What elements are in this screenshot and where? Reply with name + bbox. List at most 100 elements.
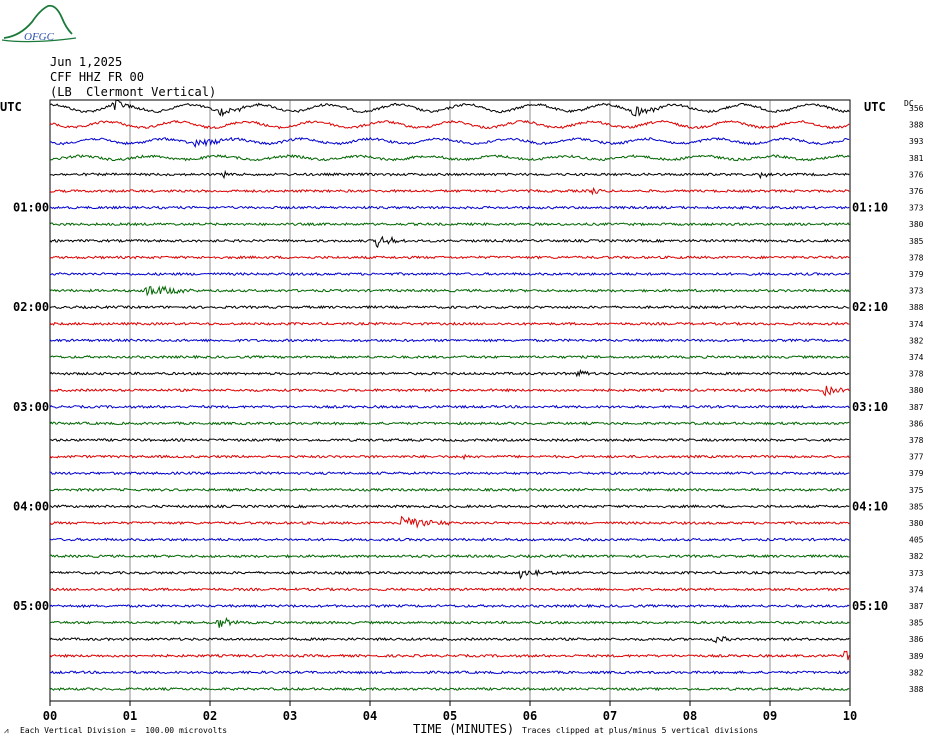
left-hour-label: 02:00 <box>13 300 49 314</box>
trace-line <box>49 354 850 360</box>
right-hour-label: 02:10 <box>852 300 888 314</box>
dc-value-label: 356 <box>909 104 924 113</box>
dc-value-label: 374 <box>909 353 924 362</box>
trace-line <box>49 421 850 426</box>
x-tick-label: 00 <box>43 709 57 723</box>
dc-value-label: 385 <box>909 237 924 246</box>
trace-line <box>49 515 850 529</box>
x-tick-label: 04 <box>363 709 377 723</box>
dc-value-label: 376 <box>909 170 924 179</box>
trace-line <box>49 119 850 130</box>
left-utc-label: UTC <box>0 100 22 114</box>
dc-value-label: 388 <box>909 121 924 130</box>
dc-value-label: 376 <box>909 187 924 196</box>
dc-value-label: 388 <box>909 303 924 312</box>
x-tick-label: 10 <box>843 709 857 723</box>
dc-value-label: 389 <box>909 652 924 661</box>
trace-line <box>49 554 850 559</box>
dc-value-label: 374 <box>909 320 924 329</box>
right-utc-label: UTC <box>864 100 886 114</box>
dc-value-label: 388 <box>909 685 924 694</box>
trace-line <box>49 321 850 326</box>
left-hour-label: 01:00 <box>13 201 49 215</box>
trace-line <box>49 616 850 628</box>
x-axis-label: TIME (MINUTES) <box>413 722 515 736</box>
trace-line <box>49 404 850 409</box>
trace-line <box>49 221 850 227</box>
scale-icon: ⩘ <box>4 726 9 735</box>
trace-line <box>49 285 850 297</box>
x-tick-label: 03 <box>283 709 297 723</box>
x-tick-label: 02 <box>203 709 217 723</box>
dc-value-label: 373 <box>909 204 924 213</box>
dc-value-label: 393 <box>909 137 924 146</box>
trace-line <box>49 569 850 580</box>
right-hour-label: 05:10 <box>852 599 888 613</box>
x-tick-label: 07 <box>603 709 617 723</box>
dc-value-label: 379 <box>909 270 924 279</box>
ofgc-logo: OFGC <box>1 4 77 43</box>
trace-line <box>49 99 850 118</box>
trace-line <box>49 338 850 343</box>
trace-line <box>49 635 850 644</box>
trace-line <box>49 504 850 509</box>
chart-date: Jun 1,2025 <box>50 55 123 69</box>
dc-value-label: 380 <box>909 220 924 229</box>
station-location: (LB Clermont Vertical) <box>50 85 217 99</box>
trace-line <box>49 650 850 661</box>
trace-line <box>50 437 850 443</box>
left-hour-label: 03:00 <box>13 400 49 414</box>
x-tick-label: 05 <box>443 709 457 723</box>
station-name: CFF HHZ FR 00 <box>50 70 144 84</box>
trace-line <box>49 271 850 277</box>
dc-value-label: 382 <box>909 668 924 677</box>
dc-value-label: 405 <box>909 536 924 545</box>
trace-line <box>49 186 850 196</box>
right-hour-label: 03:10 <box>852 400 888 414</box>
x-tick-label: 09 <box>763 709 777 723</box>
left-hour-label: 05:00 <box>13 599 49 613</box>
dc-value-label: 387 <box>909 602 924 611</box>
dc-value-label: 378 <box>909 436 924 445</box>
trace-line <box>49 385 850 397</box>
right-hour-label: 01:10 <box>852 201 888 215</box>
trace-line <box>49 603 850 609</box>
trace-line <box>49 670 850 675</box>
dc-value-label: 374 <box>909 585 924 594</box>
dc-label: DC <box>904 99 914 108</box>
trace-line <box>49 169 850 180</box>
trace-line <box>49 235 850 249</box>
dc-value-label: 380 <box>909 386 924 395</box>
trace-line <box>49 205 850 210</box>
trace-line <box>49 587 850 592</box>
dc-value-label: 379 <box>909 469 924 478</box>
dc-value-label: 381 <box>909 154 924 163</box>
trace-line <box>49 453 850 461</box>
trace-line <box>49 136 850 149</box>
dc-value-label: 373 <box>909 569 924 578</box>
trace-line <box>49 487 850 493</box>
dc-value-label: 377 <box>909 453 924 462</box>
x-tick-label: 01 <box>123 709 137 723</box>
dc-value-label: 386 <box>909 635 924 644</box>
trace-line <box>50 471 850 476</box>
dc-value-label: 382 <box>909 552 924 561</box>
scale-note: Each Vertical Division = 100.00 microvol… <box>20 726 228 735</box>
dc-value-label: 386 <box>909 419 924 428</box>
trace-line <box>49 686 850 692</box>
logo-text: OFGC <box>24 31 55 43</box>
dc-value-label: 385 <box>909 502 924 511</box>
right-hour-label: 04:10 <box>852 499 888 513</box>
trace-line <box>49 305 850 310</box>
dc-value-label: 378 <box>909 370 924 379</box>
dc-value-label: 380 <box>909 519 924 528</box>
left-hour-label: 04:00 <box>13 499 49 513</box>
trace-line <box>49 368 850 378</box>
dc-value-label: 382 <box>909 336 924 345</box>
dc-value-label: 378 <box>909 253 924 262</box>
dc-value-label: 375 <box>909 486 924 495</box>
dc-value-label: 385 <box>909 619 924 628</box>
dc-value-label: 373 <box>909 287 924 296</box>
trace-line <box>49 154 850 162</box>
dc-value-label: 387 <box>909 403 924 412</box>
